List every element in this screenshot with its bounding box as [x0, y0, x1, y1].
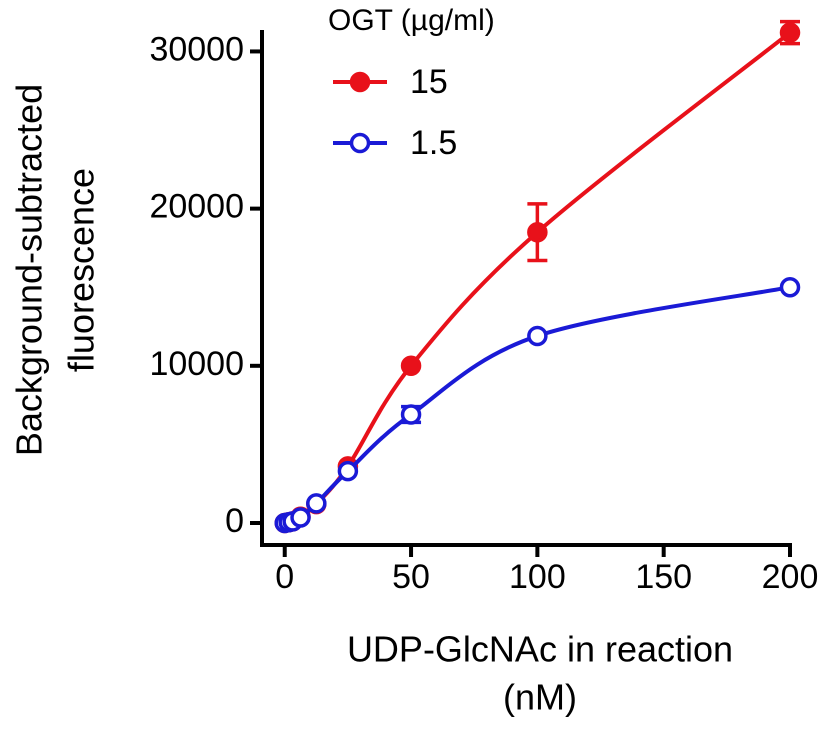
x-axis-label: (nM) [503, 677, 577, 718]
legend-marker [349, 132, 371, 154]
legend-label: 15 [410, 63, 448, 101]
legend-label: 1.5 [410, 124, 457, 162]
legend-title: OGT (µg/ml) [328, 4, 495, 37]
x-tick-label: 200 [762, 558, 819, 596]
y-tick-label: 30000 [149, 30, 244, 68]
data-point [400, 355, 422, 377]
series-line [284, 31, 792, 525]
legend-marker [349, 71, 371, 93]
data-point [290, 507, 311, 528]
x-axis-label: UDP-GlcNAc in reaction [347, 629, 733, 670]
y-tick-label: 0 [225, 502, 244, 540]
y-axis-label: Background-subtracted [9, 84, 50, 456]
x-tick-label: 0 [275, 558, 294, 596]
data-point [337, 460, 359, 482]
data-point [400, 404, 422, 425]
x-tick-label: 100 [509, 558, 566, 596]
data-point [527, 221, 548, 243]
series-line [284, 285, 791, 525]
x-tick-label: 150 [635, 558, 692, 596]
y-axis-label: fluorescence [61, 168, 102, 372]
data-point [527, 325, 548, 347]
y-tick-label: 20000 [149, 188, 244, 226]
data-point [306, 493, 327, 514]
data-point [779, 22, 801, 43]
data-point [779, 276, 801, 298]
y-tick-label: 10000 [149, 345, 244, 383]
x-tick-label: 50 [392, 558, 430, 596]
